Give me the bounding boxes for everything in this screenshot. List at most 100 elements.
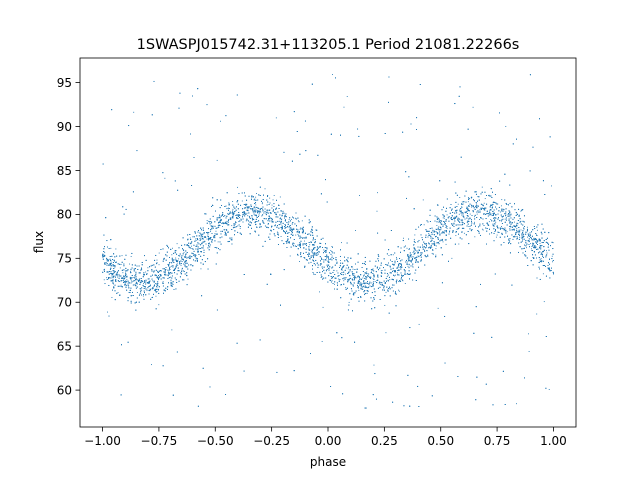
data-point bbox=[436, 225, 438, 226]
data-point bbox=[516, 231, 518, 232]
data-point bbox=[261, 215, 263, 217]
data-point bbox=[475, 206, 477, 208]
data-point bbox=[136, 292, 138, 293]
data-point bbox=[437, 307, 439, 309]
data-point bbox=[121, 255, 123, 257]
data-point bbox=[118, 274, 120, 275]
data-point bbox=[530, 243, 532, 245]
data-point bbox=[430, 241, 432, 243]
data-point bbox=[483, 202, 485, 204]
data-point bbox=[500, 205, 502, 207]
data-point bbox=[474, 221, 475, 223]
data-point bbox=[366, 269, 368, 270]
data-point bbox=[526, 247, 527, 249]
data-point bbox=[457, 203, 459, 205]
data-point bbox=[129, 263, 131, 265]
data-point bbox=[516, 227, 518, 229]
data-point bbox=[342, 266, 344, 268]
data-point bbox=[468, 197, 470, 198]
data-point bbox=[454, 217, 456, 219]
data-point bbox=[175, 257, 177, 259]
data-point bbox=[542, 273, 544, 275]
data-point bbox=[172, 247, 173, 249]
data-point bbox=[519, 221, 521, 223]
data-point bbox=[438, 218, 440, 220]
data-point bbox=[322, 268, 324, 270]
data-point bbox=[446, 214, 448, 216]
data-point bbox=[509, 226, 510, 227]
data-point bbox=[281, 219, 282, 220]
data-point bbox=[240, 218, 242, 220]
data-point bbox=[330, 258, 332, 260]
data-point bbox=[379, 284, 381, 285]
data-point bbox=[332, 252, 333, 254]
data-point bbox=[443, 217, 445, 219]
data-point bbox=[295, 234, 297, 236]
data-point bbox=[517, 223, 519, 225]
data-point bbox=[158, 264, 160, 266]
data-point bbox=[299, 228, 301, 230]
data-point bbox=[472, 106, 474, 108]
data-point bbox=[113, 283, 114, 285]
data-point bbox=[362, 277, 364, 279]
data-point bbox=[469, 225, 471, 227]
data-point bbox=[352, 266, 354, 268]
data-point bbox=[408, 248, 410, 249]
data-point bbox=[528, 351, 530, 352]
data-point bbox=[377, 192, 378, 194]
data-point bbox=[124, 277, 126, 279]
data-point bbox=[278, 220, 280, 222]
data-point bbox=[139, 292, 141, 294]
data-point bbox=[371, 282, 373, 284]
data-point bbox=[229, 238, 231, 240]
data-point bbox=[505, 125, 507, 127]
data-point bbox=[458, 243, 460, 245]
data-point bbox=[129, 276, 131, 278]
data-point bbox=[484, 209, 486, 211]
data-point bbox=[515, 233, 517, 235]
data-point bbox=[217, 225, 219, 226]
data-point bbox=[376, 210, 378, 212]
data-point bbox=[482, 229, 484, 231]
data-point bbox=[345, 267, 347, 269]
data-point bbox=[180, 264, 182, 266]
data-point bbox=[156, 285, 157, 287]
data-point bbox=[481, 186, 483, 188]
data-point bbox=[200, 268, 202, 270]
data-point bbox=[343, 106, 345, 108]
data-point bbox=[349, 270, 351, 272]
data-point bbox=[303, 240, 305, 242]
data-point bbox=[417, 255, 419, 257]
data-point bbox=[233, 223, 235, 224]
data-point bbox=[438, 226, 440, 228]
data-point bbox=[474, 236, 476, 238]
data-point bbox=[329, 258, 331, 260]
data-point bbox=[521, 240, 523, 242]
data-point bbox=[536, 229, 538, 231]
data-point bbox=[427, 256, 429, 257]
data-point bbox=[521, 237, 523, 239]
data-point bbox=[369, 281, 371, 283]
data-point bbox=[540, 258, 542, 260]
data-point bbox=[238, 221, 240, 223]
data-point bbox=[461, 214, 463, 216]
data-point bbox=[106, 277, 108, 279]
data-point bbox=[186, 257, 188, 259]
data-point bbox=[422, 199, 424, 201]
data-point bbox=[490, 219, 492, 220]
data-point bbox=[305, 237, 307, 239]
data-point bbox=[322, 306, 324, 308]
data-point bbox=[170, 282, 172, 284]
data-point bbox=[331, 255, 333, 257]
data-point bbox=[224, 223, 226, 224]
data-point bbox=[164, 177, 166, 179]
data-point bbox=[436, 235, 437, 237]
data-point bbox=[423, 224, 425, 226]
data-point bbox=[259, 210, 261, 212]
data-point bbox=[245, 220, 247, 222]
data-point bbox=[256, 226, 258, 228]
data-point bbox=[455, 235, 457, 237]
data-point bbox=[184, 264, 186, 266]
data-point bbox=[481, 228, 483, 230]
data-point bbox=[474, 216, 475, 218]
